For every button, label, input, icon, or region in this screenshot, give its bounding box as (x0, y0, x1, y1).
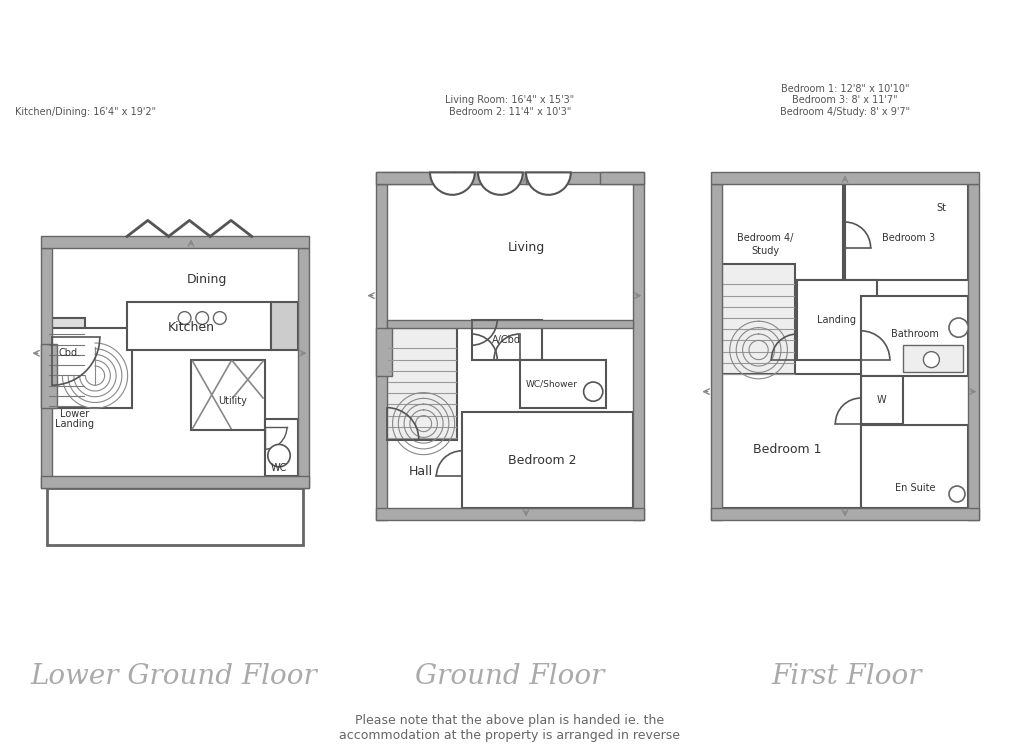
Text: Please note that the above plan is handed ie. the: Please note that the above plan is hande… (355, 714, 664, 728)
Bar (860, 376, 902, 424)
Text: Bedroom 1: Bedroom 1 (752, 443, 821, 456)
Bar (41, 247, 52, 488)
Bar (127, 302, 271, 350)
Text: Bathroom: Bathroom (891, 329, 938, 339)
Bar (41, 477, 309, 488)
Circle shape (583, 382, 602, 401)
Bar (191, 359, 264, 430)
Bar (47, 488, 303, 545)
Text: W: W (876, 394, 886, 405)
Bar (721, 184, 967, 509)
Bar (599, 173, 644, 184)
Text: accommodation at the property is arranged in reverse: accommodation at the property is arrange… (339, 729, 680, 743)
Text: Ground Floor: Ground Floor (415, 663, 604, 689)
Circle shape (213, 311, 226, 324)
Circle shape (268, 444, 290, 467)
Text: Kitchen: Kitchen (167, 321, 214, 334)
Wedge shape (430, 173, 474, 195)
Text: Lower Ground Floor: Lower Ground Floor (30, 663, 317, 689)
Circle shape (196, 311, 209, 324)
Text: Bedroom 2: Bedroom 2 (507, 454, 576, 467)
Bar (375, 328, 391, 376)
Bar (796, 279, 876, 359)
Bar (448, 173, 487, 184)
Bar (41, 236, 309, 247)
Bar (860, 425, 967, 509)
Bar (386, 320, 633, 328)
Text: Bedroom 4/: Bedroom 4/ (736, 233, 793, 243)
Bar (471, 320, 541, 359)
Text: Study: Study (750, 246, 779, 255)
Text: St: St (935, 202, 945, 213)
Bar (710, 184, 721, 520)
Bar (526, 173, 564, 184)
Bar (386, 328, 457, 440)
Text: Landing: Landing (816, 314, 856, 325)
Bar (844, 184, 967, 279)
Bar (264, 419, 298, 477)
Bar (721, 184, 843, 279)
Text: Kitchen/Dining: 16'4" x 19'2": Kitchen/Dining: 16'4" x 19'2" (15, 107, 156, 117)
Bar (375, 184, 386, 520)
Bar (52, 337, 100, 376)
Circle shape (922, 352, 938, 368)
Text: Cbd.: Cbd. (58, 348, 81, 359)
Text: Living: Living (506, 241, 544, 254)
Wedge shape (478, 173, 523, 195)
Bar (721, 374, 860, 509)
Bar (375, 173, 439, 184)
Text: WC: WC (271, 463, 287, 474)
Bar (519, 359, 605, 408)
Bar (47, 318, 86, 408)
Text: En Suite: En Suite (895, 483, 934, 492)
Bar (52, 247, 298, 477)
Wedge shape (526, 173, 571, 195)
Title: Bedroom 1: 12'8" x 10'10"
Bedroom 3: 8' x 11'7"
Bedroom 4/Study: 8' x 9'7": Bedroom 1: 12'8" x 10'10" Bedroom 3: 8' … (780, 84, 909, 117)
Circle shape (948, 486, 964, 502)
Bar (462, 412, 633, 509)
Bar (375, 509, 644, 520)
Text: Landing: Landing (55, 418, 94, 429)
Text: Lower: Lower (59, 409, 89, 419)
Bar (710, 173, 978, 184)
Bar (52, 328, 131, 408)
Text: First Floor: First Floor (770, 663, 921, 689)
Text: Bedroom 3: Bedroom 3 (881, 233, 934, 243)
Circle shape (948, 318, 967, 337)
Text: Hall: Hall (408, 465, 432, 478)
Bar (298, 247, 309, 488)
Bar (633, 184, 644, 520)
Bar (902, 345, 963, 373)
Bar (908, 184, 972, 232)
Bar (860, 296, 967, 376)
Circle shape (178, 311, 191, 324)
Text: WC/Shower: WC/Shower (525, 379, 577, 388)
Bar (271, 302, 298, 350)
Text: A/Cbd: A/Cbd (492, 335, 521, 345)
Bar (386, 184, 633, 509)
Title: Living Room: 16'4" x 15'3"
Bedroom 2: 11'4" x 10'3": Living Room: 16'4" x 15'3" Bedroom 2: 11… (445, 95, 574, 117)
Bar (967, 184, 978, 520)
Bar (375, 173, 644, 184)
Bar (41, 344, 56, 408)
Text: Utility: Utility (218, 396, 247, 406)
Bar (721, 264, 795, 376)
Text: Dining: Dining (186, 273, 227, 286)
Bar (710, 509, 978, 520)
